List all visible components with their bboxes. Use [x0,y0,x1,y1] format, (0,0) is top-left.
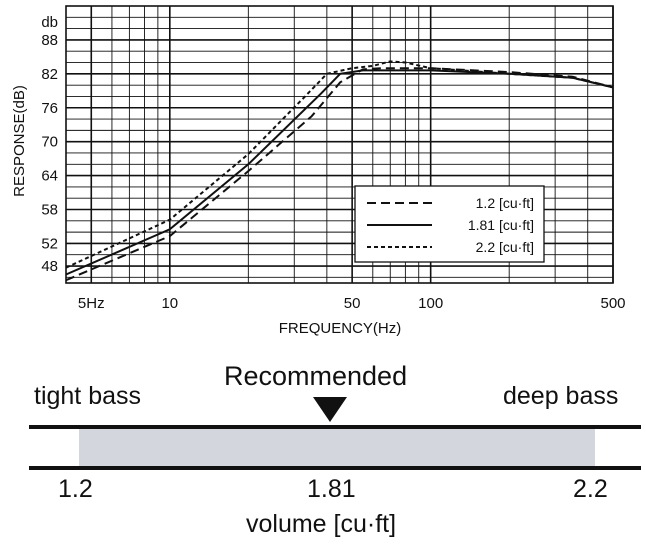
plot-frame [65,5,614,284]
y-axis-label: RESPONSE(dB) [11,85,28,197]
x-tick-label: 5Hz [78,295,105,312]
volume-max-label: 2.2 [573,475,608,503]
minor-gridlines [65,6,613,283]
legend: 1.2 [cu·ft] 1.81 [cu·ft] 2.2 [cu·ft] [354,185,545,263]
x-tick-label: 10 [161,295,178,312]
legend-label: 1.81 [cu·ft] [468,217,534,233]
x-axis-label: FREQUENCY(Hz) [279,320,402,337]
recommended-label: Recommended [224,361,408,391]
series-lines [65,60,614,282]
volume-axis-label: volume [cu·ft] [246,510,397,538]
legend-label: 2.2 [cu·ft] [476,239,534,255]
x-tick-label: 500 [600,295,625,312]
y-tick-label: 52 [41,235,58,252]
y-tick-labels: 48 52 58 64 70 76 82 88 [41,32,58,275]
scale-bottom-line [29,466,641,470]
y-tick-label: 88 [41,32,58,49]
deep-bass-label: deep bass [503,382,619,410]
recommended-marker-icon [313,397,347,422]
x-tick-labels: 5Hz 10 50 100 500 [78,295,626,312]
volume-min-label: 1.2 [58,475,93,503]
y-unit-label: db [41,14,58,31]
volume-recommended-value: 1.81 [307,475,356,503]
y-tick-label: 48 [41,258,58,275]
x-tick-label: 50 [344,295,361,312]
frequency-response-chart: 48 52 58 64 70 76 82 88 5Hz 10 50 100 500 db RESPON… [11,5,626,337]
y-tick-label: 58 [41,202,58,219]
legend-label: 1.2 [cu·ft] [476,195,534,211]
tight-bass-label: tight bass [34,382,142,410]
y-tick-label: 82 [41,66,58,83]
scale-top-line [29,425,641,429]
y-tick-label: 64 [41,168,58,185]
series-line [65,67,614,282]
x-tick-label: 100 [418,295,443,312]
y-tick-label: 70 [41,134,58,151]
series-line [65,60,614,269]
volume-range-band [79,429,595,467]
y-tick-label: 76 [41,100,58,117]
